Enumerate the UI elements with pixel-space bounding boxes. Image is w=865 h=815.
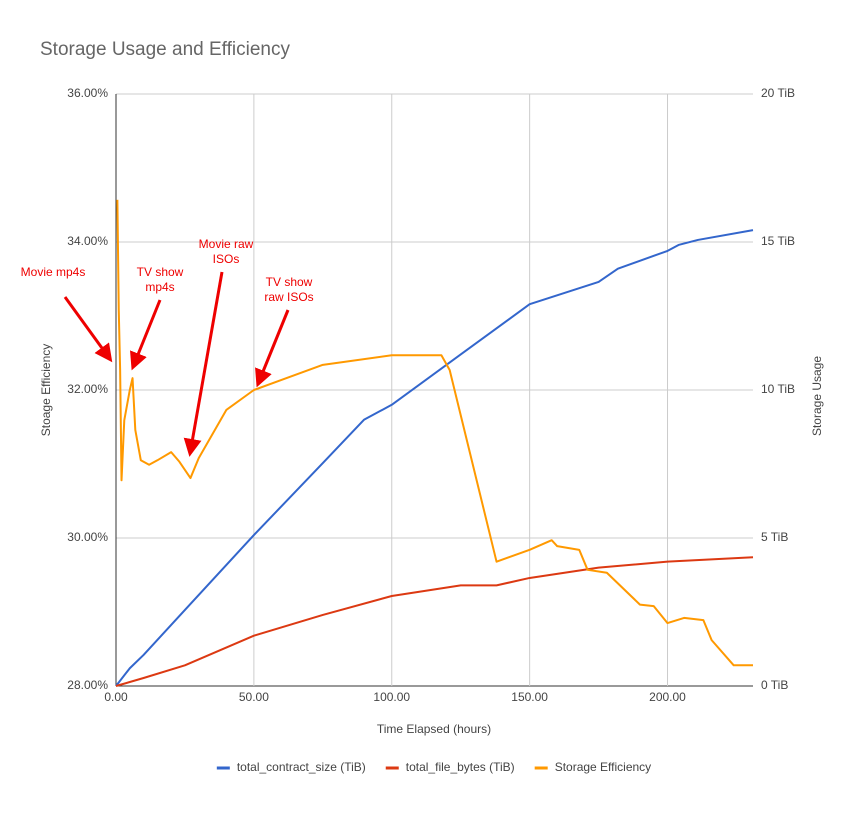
- arrow: [63, 296, 113, 363]
- annotations: Movie mp4s TV show mp4s Movie raw ISOs T…: [21, 237, 314, 457]
- y-tick-label: 28.00%: [67, 678, 108, 692]
- legend-label: total_file_bytes (TiB): [406, 760, 515, 774]
- arrow: [255, 309, 290, 388]
- y2-tick-label: 10 TiB: [761, 382, 795, 396]
- annotation: ISOs: [213, 252, 240, 266]
- y2-tick-label: 20 TiB: [761, 86, 795, 100]
- x-tick-label: 100.00: [373, 690, 410, 704]
- y2-tick-label: 5 TiB: [761, 530, 788, 544]
- legend-label: total_contract_size (TiB): [237, 760, 366, 774]
- annotation: Movie mp4s: [21, 265, 86, 279]
- line: [116, 199, 753, 667]
- y-tick-label: 30.00%: [67, 530, 108, 544]
- annotation: Movie raw: [199, 237, 254, 251]
- annotation: TV show: [266, 275, 313, 289]
- arrow: [130, 299, 162, 371]
- y2-tick-label: 15 TiB: [761, 234, 795, 248]
- annotation: TV show: [137, 265, 184, 279]
- arrow: [183, 271, 224, 457]
- annotation: raw ISOs: [264, 290, 313, 304]
- x-tick-label: 150.00: [511, 690, 548, 704]
- chart-title: Storage Usage and Efficiency: [40, 39, 290, 60]
- line: [115, 556, 754, 687]
- x-tick-label: 50.00: [239, 690, 269, 704]
- y-axis-label: Stoage Efficiency: [39, 344, 53, 437]
- legend-label: Storage Efficiency: [555, 760, 652, 774]
- legend: total_contract_size (TiB) total_file_byte…: [216, 760, 652, 774]
- y2-axis-label: Storage Usage: [810, 356, 824, 436]
- annotation: mp4s: [145, 280, 174, 294]
- line: [115, 229, 754, 687]
- x-tick-label: 0.00: [104, 690, 128, 704]
- x-axis-label: Time Elapsed (hours): [377, 722, 491, 736]
- y-tick-label: 34.00%: [67, 234, 108, 248]
- y2-tick-label: 0 TiB: [761, 678, 788, 692]
- y-tick-label: 36.00%: [67, 86, 108, 100]
- y-tick-label: 32.00%: [67, 382, 108, 396]
- x-tick-label: 200.00: [649, 690, 686, 704]
